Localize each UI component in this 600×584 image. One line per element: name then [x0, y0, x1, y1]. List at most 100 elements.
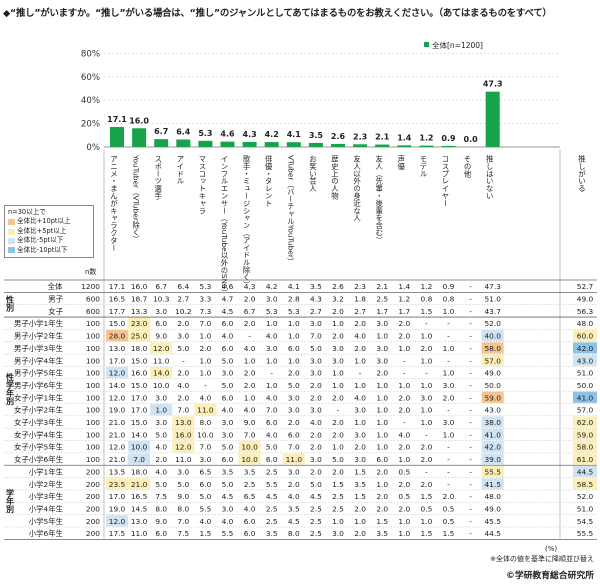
color-legend-label: 全体比+10pt以上: [17, 217, 71, 226]
table-cell: 1.0: [155, 406, 167, 415]
row-n: 100: [86, 443, 100, 452]
bar-value-label: 1.4: [397, 133, 412, 142]
table-cell: 3.0: [288, 467, 300, 476]
table-cell: 2.0: [354, 504, 366, 513]
highlight-cell: [573, 428, 597, 440]
copyright: ©学研教育総合研究所: [506, 571, 594, 581]
table-cell: 2.0: [398, 480, 410, 489]
table-cell: 1.5: [421, 529, 433, 538]
table-cell: 4.0: [222, 517, 234, 526]
table-cell: 1.0: [332, 381, 344, 390]
table-cell: 15.0: [109, 319, 126, 328]
table-cell: 1.0: [244, 356, 256, 365]
highlight-cell: [128, 478, 151, 490]
table-cell: 1.0: [443, 307, 455, 316]
highlight-cell: [573, 416, 597, 428]
table-cell: 9.0: [155, 517, 167, 526]
table-cell: 11.0: [153, 356, 170, 365]
row-n: 100: [86, 356, 100, 365]
table-cell: 1.0: [354, 356, 366, 365]
table-cell: 2.0: [177, 369, 189, 378]
table-cell: 10.0: [153, 381, 170, 390]
table-cell: -: [337, 406, 340, 415]
legend-swatch: [8, 247, 15, 254]
category-label: その他: [463, 155, 472, 178]
table-cell: 17.5: [109, 529, 126, 538]
table-cell: 4.5: [288, 517, 300, 526]
table-cell: 2.0: [310, 393, 322, 402]
y-tick-label: 40%: [81, 96, 100, 106]
table-cell: 2.0: [376, 369, 388, 378]
table-cell: 21.0: [109, 430, 126, 439]
bar: [220, 141, 235, 147]
table-cell: 4.0: [354, 332, 366, 341]
table-cell: 2.0: [354, 319, 366, 328]
table-cell: 2.5: [266, 517, 278, 526]
table-cell: 4.1: [288, 282, 300, 291]
table-cell: 52.0: [484, 319, 501, 328]
table-cell: 13.5: [109, 467, 126, 476]
table-cell: 12.0: [153, 344, 170, 353]
table-cell: 5.0: [177, 344, 189, 353]
row-n: 100: [86, 369, 100, 378]
color-legend-item: 全体比+5pt以上: [8, 227, 90, 236]
table-cell: 1.2: [398, 295, 410, 304]
table-cell: -: [447, 480, 450, 489]
table-cell: 2.0: [244, 369, 256, 378]
table-cell-right: 56.3: [577, 307, 594, 316]
table-cell: -: [469, 393, 472, 402]
table-cell: -: [447, 443, 450, 452]
table-cell: 41.0: [484, 430, 501, 439]
highlight-cell: [573, 391, 597, 403]
right-header-label: 推しがいる: [577, 155, 586, 193]
table-cell: -: [469, 282, 472, 291]
table-cell: 3.0: [332, 529, 344, 538]
table-cell: 3.0: [177, 332, 189, 341]
color-legend-label: 全体比+5pt以上: [17, 226, 67, 235]
table-cell: 6.5: [200, 467, 212, 476]
table-cell: 1.0: [421, 381, 433, 390]
group-label: 性別: [6, 295, 15, 313]
table-cell: 8.0: [288, 529, 300, 538]
table-cell: 2.0: [177, 319, 189, 328]
table-cell: 3.5: [288, 504, 300, 513]
table-cell: 48.0: [484, 492, 501, 501]
table-cell: 1.0: [288, 319, 300, 328]
table-cell: 4.7: [222, 295, 234, 304]
table-cell: 14.5: [131, 504, 148, 513]
table-cell: 7.0: [310, 332, 322, 341]
table-cell: 2.5: [244, 480, 256, 489]
row-label: 小学5年生: [29, 517, 63, 526]
table-cell: 4.3: [244, 282, 256, 291]
table-cell-right: 42.0: [577, 344, 594, 353]
table-cell: 28.0: [109, 332, 126, 341]
table-cell: 4.0: [244, 344, 256, 353]
table-cell: 8.0: [155, 504, 167, 513]
table-cell: 25.0: [131, 332, 148, 341]
category-label: お笑い芸人: [308, 155, 317, 192]
table-cell: 2.7: [310, 307, 322, 316]
highlight-cell: [573, 441, 597, 453]
table-cell: -: [204, 381, 207, 390]
table-cell: 3.0: [310, 406, 322, 415]
table-cell: 2.0: [421, 480, 433, 489]
table-cell: 1.0: [376, 381, 388, 390]
table-cell: 16.5: [131, 492, 148, 501]
color-legend-label: 全体比-10pt以下: [17, 245, 68, 254]
table-cell: 5.0: [222, 381, 234, 390]
table-cell: 5.0: [222, 443, 234, 452]
bar: [375, 144, 390, 147]
row-n: 200: [86, 492, 100, 501]
row-label: 男子小学3年生: [14, 344, 63, 353]
table-cell: 45.5: [484, 517, 501, 526]
table-cell: -: [469, 319, 472, 328]
table-cell: 58.0: [484, 344, 501, 353]
table-cell: 1.0: [443, 430, 455, 439]
table-cell: 0.5: [421, 504, 433, 513]
table-cell-right: 51.0: [577, 504, 594, 513]
table-cell: -: [469, 467, 472, 476]
table-cell: 4.0: [200, 393, 212, 402]
table-cell: 1.7: [376, 307, 388, 316]
table-cell: 7.0: [288, 443, 300, 452]
